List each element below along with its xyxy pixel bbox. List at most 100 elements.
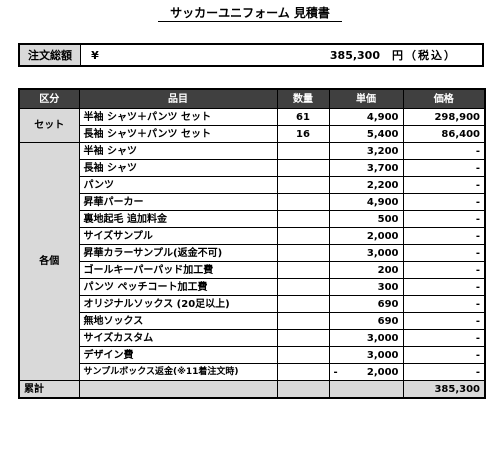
item-name: 半袖 シャツ＋パンツ セット [78, 108, 278, 126]
item-name: デザイン費 [78, 346, 278, 364]
item-name: パンツ ペッチコート加工費 [78, 278, 278, 296]
item-name: オリジナルソックス (20足以上) [78, 295, 278, 313]
order-total-currency: ¥ [91, 48, 99, 62]
table-row: 長袖 シャツ 3,700 - [19, 159, 486, 177]
table-row: セット 半袖 シャツ＋パンツ セット 61 4,900 298,900 [18, 108, 486, 143]
item-unit-price: 3,000 [328, 346, 404, 364]
table-row: パンツ ペッチコート加工費 300 - [19, 278, 486, 296]
header-category: 区分 [18, 88, 80, 109]
item-name: 無地ソックス [78, 312, 278, 330]
table-row: 長袖 シャツ＋パンツ セット 16 5,400 86,400 [19, 125, 486, 143]
header-item: 品目 [78, 88, 278, 109]
table-row: 昇華カラーサンプル(返金不可) 3,000 - [19, 244, 486, 262]
table-row: 裏地起毛 追加料金 500 - [19, 210, 486, 228]
item-quantity [276, 278, 330, 296]
item-price: - [402, 142, 486, 160]
item-unit-price: 2,000 [328, 227, 404, 245]
table-row: ゴールキーパーパッド加工費 200 - [19, 261, 486, 279]
item-name: ゴールキーパーパッド加工費 [78, 261, 278, 279]
item-unit-price: - 2,000 [328, 363, 404, 381]
table-row: 昇華パーカー 4,900 - [19, 193, 486, 211]
title-underline [158, 21, 342, 22]
header-quantity: 数量 [276, 88, 330, 109]
item-quantity [276, 261, 330, 279]
sum-blank [276, 380, 330, 399]
item-price: 86,400 [402, 125, 486, 143]
item-price: - [402, 244, 486, 262]
item-unit-price: 200 [328, 261, 404, 279]
item-price: - [402, 312, 486, 330]
order-total-label: 注文総額 [20, 45, 81, 65]
item-unit-price: 690 [328, 312, 404, 330]
order-total-value: 385,300 [329, 48, 380, 62]
table-header-row: 区分 品目 数量 単価 価格 [18, 88, 486, 109]
item-price: - [402, 346, 486, 364]
table-row: 無地ソックス 690 - [19, 312, 486, 330]
item-unit-price: 3,000 [328, 244, 404, 262]
table-row: パンツ 2,200 - [19, 176, 486, 194]
item-price: - [402, 363, 486, 381]
item-unit-price: 3,000 [328, 329, 404, 347]
unit-price-value: 2,000 [366, 366, 399, 378]
item-price: - [402, 159, 486, 177]
item-name: パンツ [78, 176, 278, 194]
item-price: - [402, 329, 486, 347]
category-each: 各個 [18, 142, 80, 381]
item-name: 半袖 シャツ [78, 142, 278, 160]
item-quantity [276, 244, 330, 262]
item-price: - [402, 278, 486, 296]
item-unit-price: 690 [328, 295, 404, 313]
table-row: 各個 半袖 シャツ 3,200 - [18, 142, 486, 381]
item-name: 昇華パーカー [78, 193, 278, 211]
item-unit-price: 3,700 [328, 159, 404, 177]
item-unit-price: 2,200 [328, 176, 404, 194]
item-quantity [276, 346, 330, 364]
item-unit-price: 3,200 [328, 142, 404, 160]
table-row: オリジナルソックス (20足以上) 690 - [19, 295, 486, 313]
item-price: - [402, 261, 486, 279]
item-quantity [276, 193, 330, 211]
sum-row: 累計 385,300 [18, 380, 486, 399]
item-quantity [276, 176, 330, 194]
item-price: - [402, 295, 486, 313]
item-unit-price: 5,400 [328, 125, 404, 143]
table-row: サイズカスタム 3,000 - [19, 329, 486, 347]
sum-amount: 385,300 [402, 380, 486, 399]
item-unit-price: 4,900 [328, 108, 404, 126]
item-name: サンプルボックス返金(※11着注文時) [78, 363, 278, 381]
item-quantity: 61 [276, 108, 330, 126]
item-quantity [276, 227, 330, 245]
item-price: - [402, 193, 486, 211]
item-quantity [276, 312, 330, 330]
item-quantity [276, 329, 330, 347]
item-name: 裏地起毛 追加料金 [78, 210, 278, 228]
item-name: サイズカスタム [78, 329, 278, 347]
sum-label: 累計 [18, 380, 80, 399]
item-name: サイズサンプル [78, 227, 278, 245]
item-unit-price: 300 [328, 278, 404, 296]
header-price: 価格 [402, 88, 486, 109]
item-name: 昇華カラーサンプル(返金不可) [78, 244, 278, 262]
document-title: サッカーユニフォーム 見積書 [170, 6, 330, 20]
table-row: サンプルボックス返金(※11着注文時) - 2,000 - [19, 363, 486, 381]
item-quantity: 16 [276, 125, 330, 143]
item-price: 298,900 [402, 108, 486, 126]
table-row: デザイン費 3,000 - [19, 346, 486, 364]
header-unit-price: 単価 [328, 88, 404, 109]
item-unit-price: 4,900 [328, 193, 404, 211]
sum-blank [78, 380, 278, 399]
order-total-suffix: 円（税込） [392, 49, 457, 62]
table-row: サイズサンプル 2,000 - [19, 227, 486, 245]
category-set: セット [18, 108, 80, 143]
negative-sign: - [333, 366, 338, 378]
item-price: - [402, 227, 486, 245]
item-name: 長袖 シャツ [78, 159, 278, 177]
item-unit-price: 500 [328, 210, 404, 228]
item-quantity [276, 159, 330, 177]
estimate-table: 区分 品目 数量 単価 価格 セット 半袖 シャツ＋パンツ セット 61 4,9… [18, 88, 486, 399]
item-quantity [276, 210, 330, 228]
item-price: - [402, 210, 486, 228]
order-total-box: 注文総額 ¥ 385,300 円（税込） [18, 43, 484, 67]
item-quantity [276, 363, 330, 381]
item-price: - [402, 176, 486, 194]
